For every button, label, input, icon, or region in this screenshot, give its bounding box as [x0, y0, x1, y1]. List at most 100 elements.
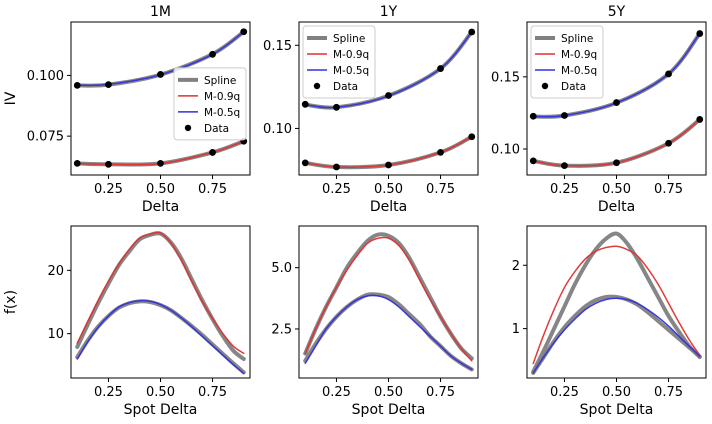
- data-point: [301, 159, 309, 167]
- x-axis-label: Spot Delta: [352, 402, 426, 418]
- subplot-title: 1Y: [380, 4, 398, 20]
- series-line-spline: [303, 292, 474, 372]
- y-tick-label: 0.075: [27, 130, 64, 145]
- legend-marker-data: [541, 82, 549, 90]
- data-point: [157, 71, 164, 78]
- x-tick-label: 0.75: [198, 182, 227, 197]
- y-axis-label: IV: [3, 91, 19, 105]
- x-axis-label: Delta: [142, 199, 179, 215]
- x-axis-label: Delta: [370, 199, 407, 215]
- series-line-m-0.9q: [304, 236, 473, 362]
- y-tick-label: 20: [47, 264, 64, 279]
- data-point: [613, 159, 620, 167]
- axes-frame: [526, 225, 707, 379]
- y-tick-label: 0.10: [491, 143, 520, 158]
- data-point: [468, 28, 476, 36]
- subplot-iv-5y: 0.25 0.50 0.75 0.10 0.15 5Y Delta Spline M-0.9q M…: [491, 4, 707, 215]
- data-point: [105, 81, 112, 89]
- legend-label: Data: [333, 81, 358, 93]
- data-point: [333, 103, 340, 111]
- legend-label: Spline: [561, 33, 593, 45]
- plot-area: [531, 231, 702, 375]
- subplot-title: 1M: [150, 4, 171, 20]
- x-tick-label: 0.25: [322, 385, 351, 400]
- x-tick-label: 0.50: [602, 182, 631, 197]
- legend-label: Data: [561, 81, 586, 93]
- y-tick-label: 2.5: [271, 322, 292, 337]
- data-point: [696, 116, 704, 123]
- x-tick-label: 0.50: [374, 182, 403, 197]
- subplot-title: 5Y: [608, 4, 626, 20]
- legend-marker-data: [313, 82, 321, 90]
- x-tick-label: 0.50: [602, 385, 631, 400]
- data-point: [665, 139, 672, 147]
- data-point: [665, 70, 672, 78]
- y-axis-label: f(x): [3, 290, 19, 314]
- data-point: [333, 163, 340, 171]
- x-tick-label: 0.75: [198, 385, 227, 400]
- x-axis-label: Delta: [598, 199, 635, 215]
- data-point: [561, 112, 568, 119]
- x-tick-label: 0.75: [654, 385, 683, 400]
- y-tick-label: 0.15: [263, 39, 292, 54]
- legend-label: Spline: [204, 75, 236, 87]
- y-tick-label: 0.100: [27, 69, 64, 84]
- x-tick-label: 0.25: [322, 182, 351, 197]
- legend-label: M-0.5q: [561, 65, 597, 77]
- data-point: [157, 159, 164, 167]
- data-point: [301, 100, 309, 108]
- subplot-pdf-5y: 0.25 0.50 0.75 1 2 Spot Delta: [512, 225, 707, 418]
- x-tick-label: 0.75: [426, 182, 455, 197]
- legend: Spline M-0.9q M-0.5q Data: [173, 67, 247, 141]
- subplot-iv-1m: 0.25 0.50 0.75 0.075 0.100 1M Delta IV Spline M-0…: [3, 4, 251, 215]
- series-line-m-0.5q: [532, 297, 701, 374]
- legend-frame: [173, 67, 247, 141]
- legend-label: M-0.5q: [204, 107, 240, 119]
- data-point: [105, 160, 112, 168]
- data-point: [437, 148, 444, 156]
- legend: Spline M-0.9q M-0.5q Data: [302, 25, 376, 99]
- series-line-m-0.9q: [532, 245, 701, 365]
- x-tick-label: 0.25: [94, 385, 123, 400]
- series-line-spline: [75, 231, 246, 361]
- y-tick-label: 5.0: [271, 261, 292, 276]
- series-line-spline: [531, 294, 702, 375]
- subplot-pdf-1m: 0.25 0.50 0.75 10 20 Spot Delta f(x): [3, 225, 251, 418]
- y-tick-label: 0.15: [491, 70, 520, 85]
- series-line-m-0.5q: [304, 294, 473, 371]
- legend-label: M-0.9q: [333, 49, 369, 61]
- series-line-spline: [531, 231, 702, 374]
- legend: Spline M-0.9q M-0.5q Data: [530, 25, 604, 99]
- x-tick-label: 0.25: [94, 182, 123, 197]
- x-tick-label: 0.50: [374, 385, 403, 400]
- data-point: [73, 159, 81, 167]
- legend-frame: [302, 25, 376, 99]
- x-axis-label: Spot Delta: [580, 402, 654, 418]
- y-tick-label: 1: [512, 322, 520, 337]
- series-line-m-0.9q: [532, 118, 701, 167]
- series-line-m-0.9q: [76, 231, 245, 355]
- data-point: [385, 161, 392, 169]
- legend-label: M-0.9q: [561, 49, 597, 61]
- legend-frame: [530, 25, 604, 99]
- legend-marker-data: [184, 124, 192, 132]
- subplot-iv-1y: 0.25 0.50 0.75 0.10 0.15 1Y Delta Spline M-0.9q M…: [263, 4, 479, 215]
- x-tick-label: 0.50: [146, 182, 175, 197]
- data-point: [529, 157, 537, 165]
- legend-label: M-0.5q: [333, 65, 369, 77]
- data-point: [529, 112, 537, 120]
- data-point: [561, 162, 568, 170]
- data-point: [696, 30, 704, 37]
- legend-label: Data: [204, 123, 229, 135]
- x-tick-label: 0.75: [426, 385, 455, 400]
- data-point: [468, 133, 476, 141]
- y-tick-label: 0.10: [263, 122, 292, 137]
- x-tick-label: 0.50: [146, 385, 175, 400]
- data-point: [209, 149, 216, 156]
- plot-area: [303, 232, 474, 372]
- data-point: [209, 50, 216, 58]
- x-tick-label: 0.25: [550, 385, 579, 400]
- plot-area: [75, 231, 246, 375]
- legend-label: Spline: [333, 33, 365, 45]
- x-tick-label: 0.75: [654, 182, 683, 197]
